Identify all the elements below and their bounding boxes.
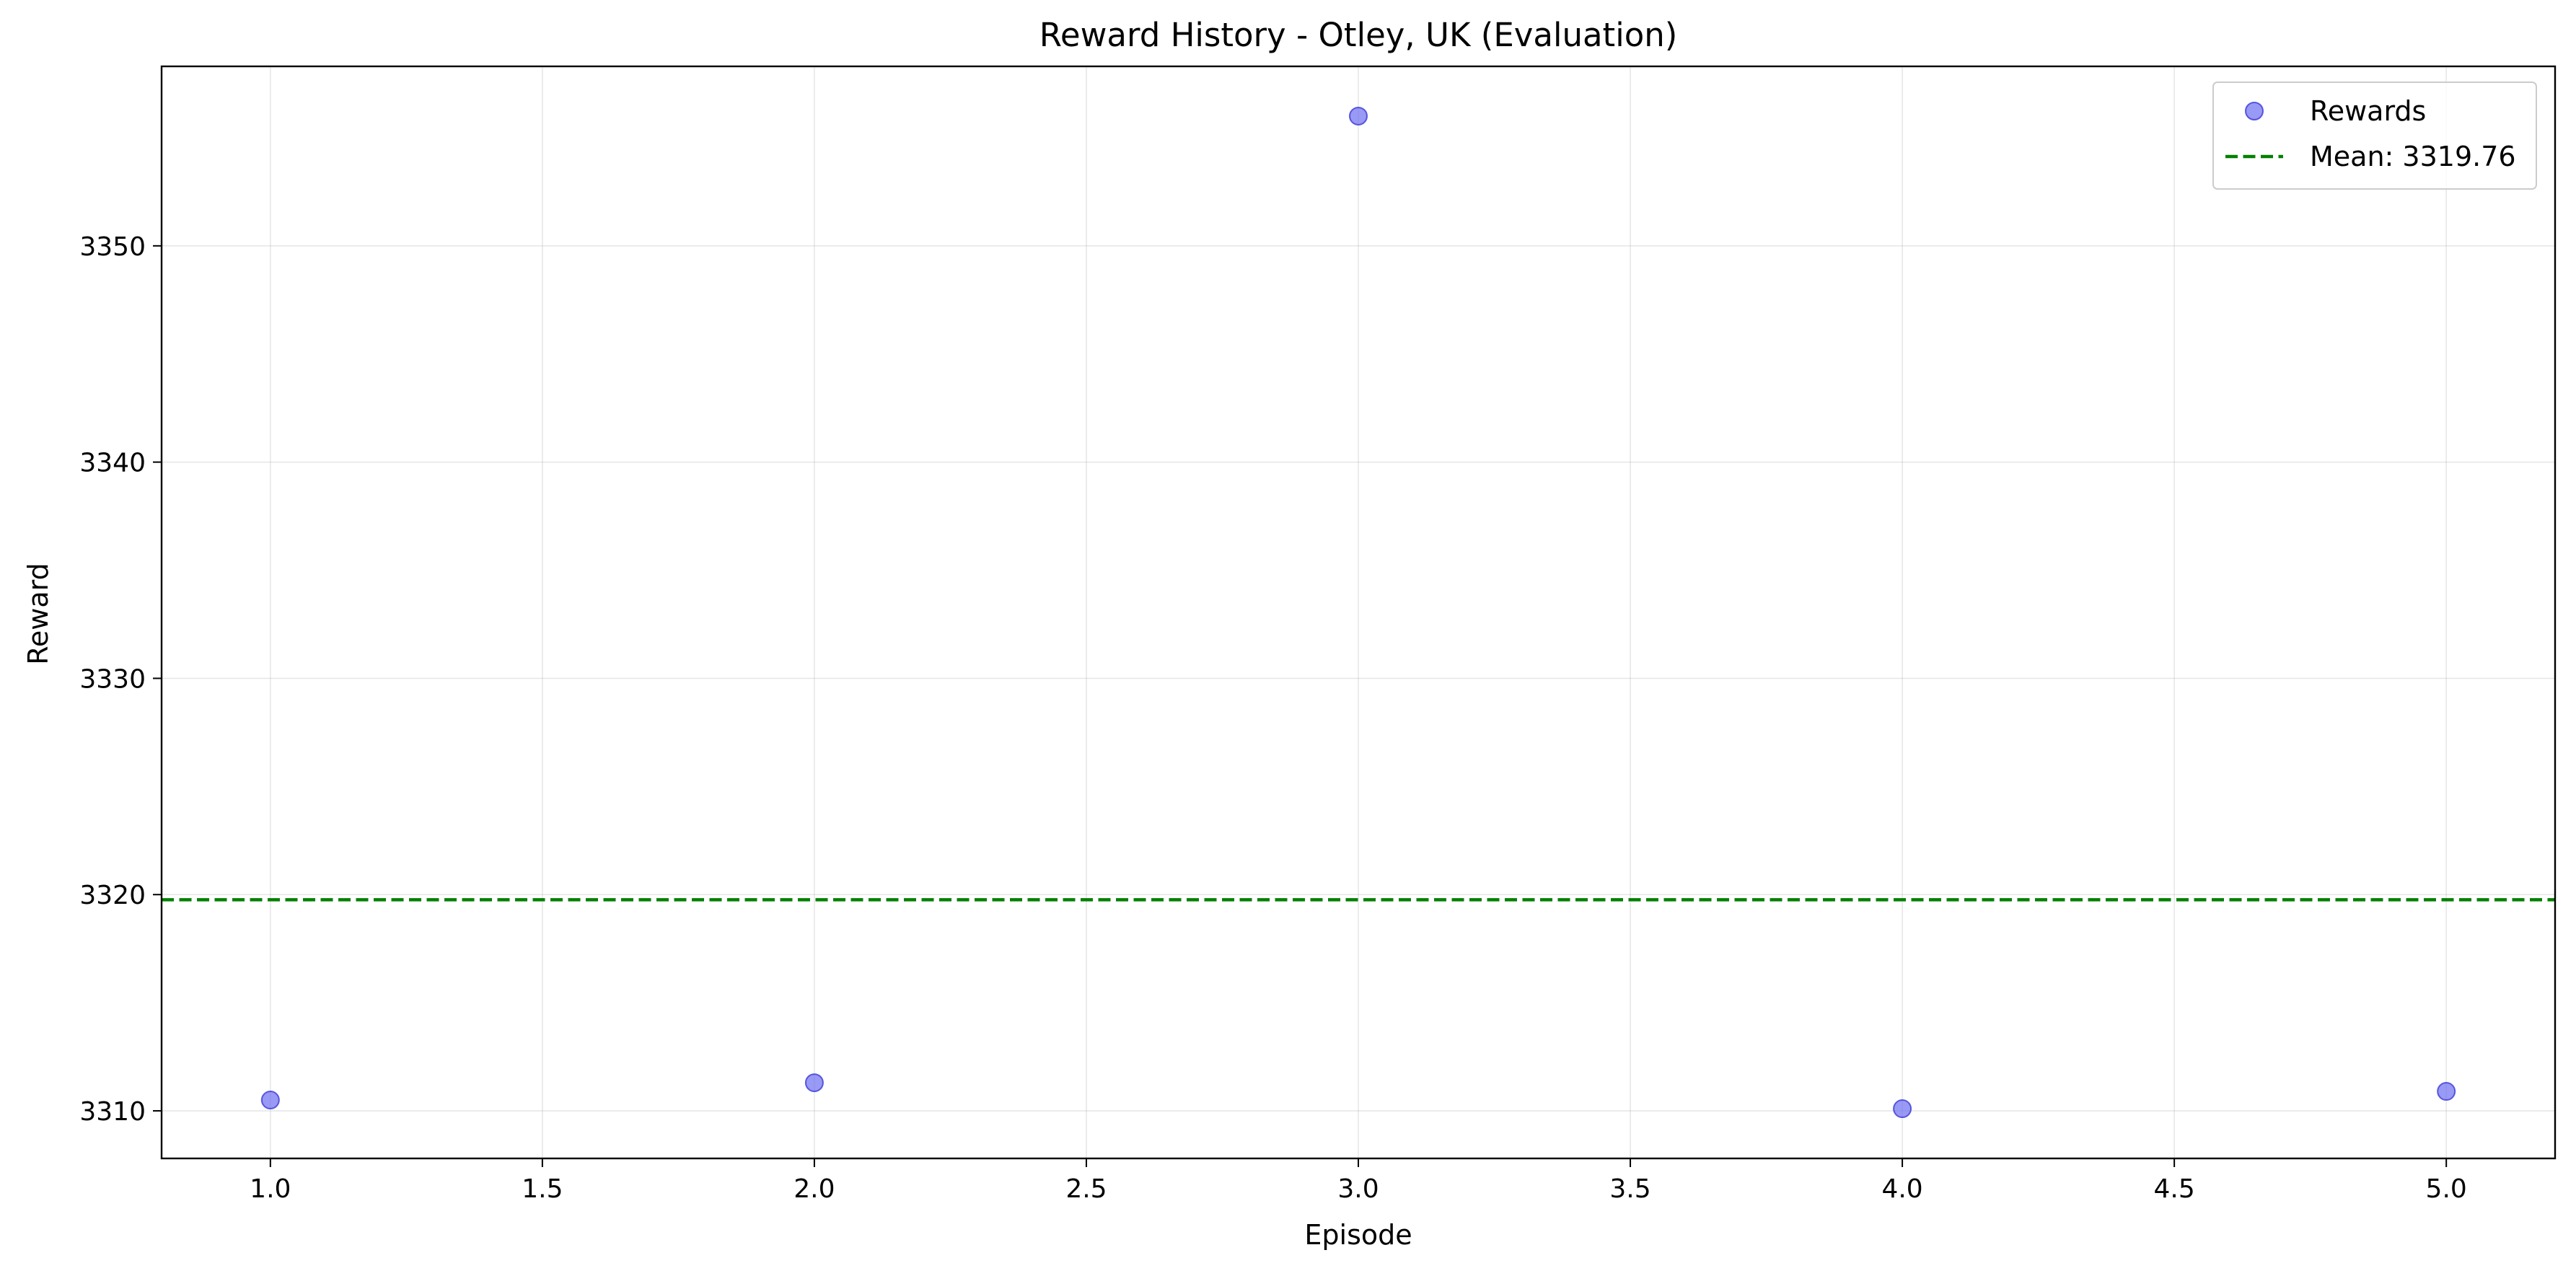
legend-box <box>2212 82 2537 190</box>
y-axis-label: Reward <box>22 563 54 665</box>
y-tick-label: 3310 <box>79 1097 146 1127</box>
legend: Rewards Mean: 3319.76 <box>2212 82 2537 190</box>
x-tick-label: 5.0 <box>2426 1174 2467 1204</box>
reward-point <box>804 1073 824 1093</box>
x-tick-label: 2.0 <box>794 1174 835 1204</box>
reward-point <box>1893 1099 1912 1119</box>
x-tick-label: 4.0 <box>1881 1174 1922 1204</box>
chart-title: Reward History - Otley, UK (Evaluation) <box>1039 16 1678 54</box>
x-tick-label: 3.0 <box>1337 1174 1379 1204</box>
legend-rewards-label: Rewards <box>2310 95 2426 127</box>
plot-series <box>162 106 2555 1119</box>
x-tick-label: 2.5 <box>1065 1174 1107 1204</box>
y-tick-label: 3330 <box>79 664 146 694</box>
reward-point <box>1349 106 1368 126</box>
x-tick-label: 3.5 <box>1609 1174 1650 1204</box>
x-axis-label: Episode <box>1304 1219 1412 1251</box>
grid <box>162 66 2555 1158</box>
legend-rewards-marker <box>2245 102 2264 120</box>
legend-mean-label: Mean: 3319.76 <box>2310 141 2516 172</box>
reward-point <box>260 1091 280 1110</box>
axis-ticks: 1.0 1.5 2.0 2.5 3.0 3.5 4.0 4.5 5.0 3310 3320 3330 3… <box>79 232 2466 1204</box>
y-tick-label: 3320 <box>79 881 146 910</box>
x-tick-label: 1.0 <box>250 1174 291 1204</box>
x-tick-label: 1.5 <box>522 1174 563 1204</box>
x-tick-label: 4.5 <box>2154 1174 2195 1204</box>
reward-point <box>2437 1082 2456 1101</box>
y-tick-label: 3340 <box>79 449 146 478</box>
y-tick-label: 3350 <box>79 232 146 262</box>
